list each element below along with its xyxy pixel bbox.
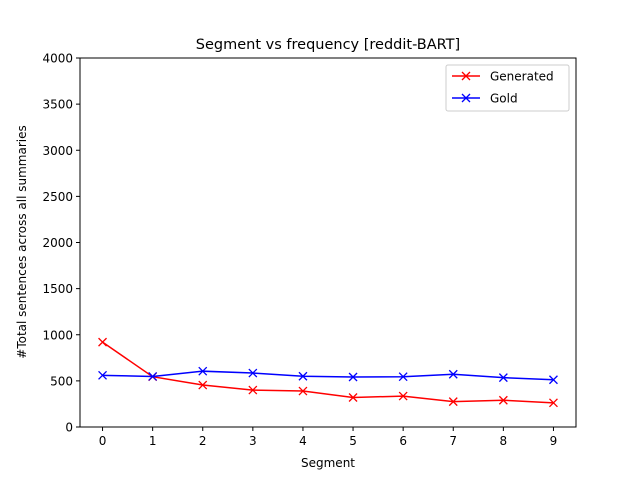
y-axis-label: #Total sentences across all summaries: [15, 125, 29, 358]
y-tick-label: 1500: [42, 282, 73, 296]
data-point-generated: [248, 385, 258, 395]
y-tick-label: 1000: [42, 328, 73, 342]
data-point-generated: [298, 386, 308, 396]
x-tick-label: 4: [299, 434, 307, 448]
data-point-gold: [348, 372, 358, 382]
data-point-gold: [98, 370, 108, 380]
data-point-generated: [498, 395, 508, 405]
legend-marker-generated: [461, 71, 471, 81]
x-tick-label: 3: [249, 434, 257, 448]
data-point-generated: [448, 397, 458, 407]
data-point-gold: [148, 371, 158, 381]
series-line-gold: [102, 370, 554, 381]
series-generated: [98, 337, 558, 408]
axis-ticks: 0 1 2 3 4 5 6 7 8 9 0 500 1000 1500 2000 2500 3000 3500 40…: [42, 52, 557, 449]
x-axis-label: Segment: [301, 456, 355, 470]
series-line-generated: [102, 341, 554, 404]
x-tick-label: 1: [149, 434, 157, 448]
data-point-gold: [448, 369, 458, 379]
legend-item-gold: Gold: [452, 92, 518, 106]
data-point-gold: [248, 368, 258, 378]
y-tick-label: 3000: [42, 144, 73, 158]
y-tick-label: 3500: [42, 98, 73, 112]
x-tick-label: 6: [399, 434, 407, 448]
plot-frame: [79, 57, 577, 428]
x-tick-label: 2: [199, 434, 207, 448]
x-tick-label: 0: [99, 434, 107, 448]
chart-title: Segment vs frequency [reddit-BART]: [196, 37, 460, 53]
series-layer: [98, 337, 558, 408]
legend-label-generated: Generated: [490, 70, 554, 84]
y-tick-label: 0: [65, 421, 73, 435]
x-tick-label: 8: [500, 434, 508, 448]
y-tick-label: 2500: [42, 190, 73, 204]
legend-item-generated: Generated: [452, 70, 554, 84]
data-point-gold: [498, 373, 508, 383]
legend-label-gold: Gold: [490, 92, 518, 106]
legend: Generated Gold: [445, 64, 570, 112]
data-point-generated: [548, 398, 558, 408]
data-point-gold: [298, 371, 308, 381]
x-tick-label: 5: [349, 434, 357, 448]
y-tick-label: 4000: [42, 52, 73, 66]
data-point-generated: [98, 337, 108, 347]
data-point-generated: [198, 380, 208, 390]
data-point-generated: [348, 393, 358, 402]
series-gold: [98, 366, 558, 385]
data-point-gold: [398, 372, 408, 382]
data-point-gold: [548, 375, 558, 385]
y-tick-label: 2000: [42, 236, 73, 250]
x-tick-label: 7: [449, 434, 457, 448]
x-tick-label: 9: [550, 434, 558, 448]
data-point-gold: [198, 366, 208, 376]
y-tick-label: 500: [50, 374, 73, 388]
data-point-generated: [398, 391, 408, 401]
legend-marker-gold: [461, 93, 471, 103]
